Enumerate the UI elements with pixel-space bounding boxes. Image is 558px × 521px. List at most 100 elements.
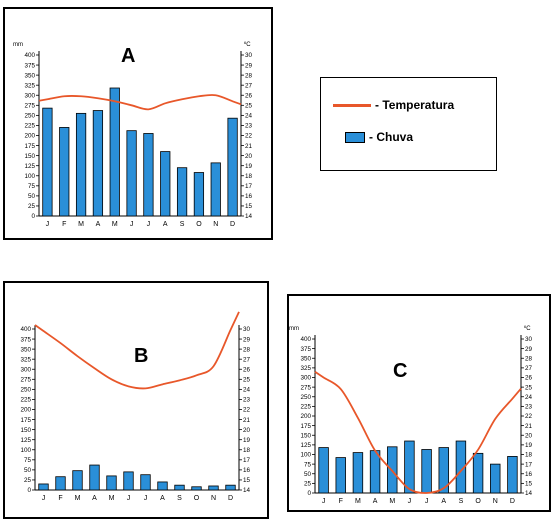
- chart-b-left-tick-label: 150: [20, 427, 31, 434]
- chart-c-left-tick-label: 175: [300, 423, 311, 430]
- chart-c-rain-bar: [455, 440, 467, 494]
- chart-c-left-tick-label: 400: [300, 336, 311, 343]
- chart-c-right-tick-label: 14: [525, 490, 533, 497]
- chart-a-right-tick-label: 30: [245, 52, 253, 59]
- chart-b-left-tick-label: 25: [24, 477, 32, 484]
- chart-b-month-label: N: [211, 495, 216, 502]
- chart-b-rain-bar: [174, 484, 185, 491]
- chart-c-rain-bar: [318, 447, 329, 494]
- chart-b-month-label: J: [127, 495, 131, 502]
- chart-b-month-label: M: [75, 495, 81, 502]
- chart-c-temperature-line: [314, 370, 522, 494]
- chart-b-rain-bar: [191, 486, 202, 491]
- chart-b-left-tick-label: 100: [20, 447, 31, 454]
- chart-c-right-tick-label: 26: [525, 375, 533, 382]
- chart-c-month-label: D: [510, 498, 515, 505]
- chart-b-temperature-line: [34, 311, 240, 390]
- chart-b-right-tick-label: 15: [243, 477, 251, 484]
- chart-c-left-tick-label: 0: [307, 490, 311, 497]
- legend-temperature-label: - Temperatura: [375, 98, 455, 112]
- chart-b-month-label: F: [58, 495, 62, 502]
- chart-a-rain-bar: [143, 133, 154, 217]
- chart-b-left-tick-label: 250: [20, 387, 31, 394]
- chart-a-right-tick-label: 22: [245, 133, 253, 140]
- chart-c-left-tick-label: 200: [300, 413, 311, 420]
- chart-c-right-tick-label: 25: [525, 384, 533, 391]
- chart-c-month-label: J: [408, 498, 412, 505]
- chart-b-right-tick-label: 20: [243, 427, 251, 434]
- chart-a-right-tick-label: 27: [245, 82, 253, 89]
- chart-a-right-tick-label: 16: [245, 193, 253, 200]
- chart-c-rain-bar: [438, 447, 449, 494]
- chart-c-right-tick-label: 28: [525, 355, 533, 362]
- chart-c-month-label: A: [373, 498, 378, 505]
- chart-b-rain-bar: [55, 476, 66, 491]
- chart-a-month-label: D: [230, 221, 235, 228]
- chart-a-right-unit: ºC: [244, 41, 251, 48]
- chart-a-rain-bar: [227, 117, 238, 217]
- chart-b-right-tick-label: 28: [243, 346, 251, 353]
- chart-b-month-label: D: [228, 495, 233, 502]
- chart-a-right-tick-label: 17: [245, 183, 253, 190]
- chart-a-rain-bar: [109, 87, 120, 217]
- climate-chart-a: mm ºC 0 25 50 75 100 125 150 175 200 225 250 275 300 32…: [3, 7, 273, 240]
- chart-a-right-tick-label: 29: [245, 62, 253, 69]
- rain-bar-swatch: [345, 131, 365, 143]
- chart-c-left-unit: mm: [289, 326, 299, 332]
- chart-a-month-label: N: [213, 221, 218, 228]
- chart-c-right-tick-label: 22: [525, 413, 533, 420]
- chart-b-left-tick-label: 275: [20, 377, 31, 384]
- chart-a-right-tick-label: 26: [245, 92, 253, 99]
- chart-a-temperature-line: [38, 94, 242, 111]
- chart-b-left-tick-label: 300: [20, 366, 31, 373]
- chart-c-rain-bar: [421, 449, 432, 494]
- chart-a-left-tick-label: 375: [24, 62, 35, 69]
- climate-chart-c: mm ºC 0 25 50 75 100 125 150 175 200 225 250 275 300 32…: [287, 294, 551, 512]
- chart-b-rain-bar: [225, 484, 236, 491]
- chart-b-rain-bar: [157, 481, 168, 491]
- chart-b-right-tick-label: 18: [243, 447, 251, 454]
- chart-c-month-label: N: [493, 498, 498, 505]
- chart-a-right-tick-label: 18: [245, 173, 253, 180]
- chart-c-month-label: M: [355, 498, 361, 505]
- chart-c-rain-bar: [369, 450, 381, 494]
- chart-c-month-label: A: [441, 498, 446, 505]
- chart-a-letter: A: [121, 45, 136, 67]
- chart-b-svg: 0 25 50 75 100 125 150 175 200 225 250 275 300 325 350…: [20, 311, 251, 502]
- chart-b-rain-bar: [72, 470, 83, 491]
- legend-rain-label: - Chuva: [369, 130, 414, 144]
- chart-c-svg: mm ºC 0 25 50 75 100 125 150 175 200 225 250 275 300 32…: [289, 325, 533, 505]
- chart-a-rain-bar: [160, 151, 171, 217]
- chart-a-month-label: A: [163, 221, 168, 228]
- chart-a-rain-bar: [193, 172, 205, 217]
- chart-a-rain-bar: [210, 162, 221, 217]
- chart-a-month-label: M: [112, 221, 118, 228]
- chart-c-right-tick-label: 15: [525, 481, 533, 488]
- chart-c-letter: C: [393, 360, 408, 382]
- chart-c-rain-bar: [335, 457, 346, 494]
- chart-b-rain-bar: [140, 474, 151, 491]
- chart-c-month-label: F: [339, 498, 343, 505]
- chart-b-right-tick-label: 19: [243, 437, 251, 444]
- chart-b-left-tick-label: 375: [20, 336, 31, 343]
- chart-a-month-label: J: [147, 221, 151, 228]
- chart-c-rain-bar: [352, 452, 364, 494]
- chart-c-left-tick-label: 375: [300, 346, 311, 353]
- chart-b-right-tick-label: 29: [243, 336, 251, 343]
- chart-b-left-tick-label: 225: [20, 397, 31, 404]
- chart-c-month-label: O: [475, 498, 481, 505]
- chart-c-right-tick-label: 21: [525, 423, 533, 430]
- chart-b-right-tick-label: 22: [243, 407, 251, 414]
- chart-a-left-tick-label: 350: [24, 72, 35, 79]
- chart-a-left-tick-label: 325: [24, 82, 35, 89]
- chart-a-left-tick-label: 200: [24, 133, 35, 140]
- chart-b-rain-bar: [208, 485, 219, 491]
- chart-a-rain-bar: [75, 112, 87, 217]
- chart-a-rain-bar: [92, 110, 104, 217]
- chart-c-month-label: M: [389, 498, 395, 505]
- chart-c-rain-bar: [507, 456, 518, 494]
- chart-b-rain-bar: [123, 471, 134, 491]
- chart-c-right-tick-label: 19: [525, 442, 533, 449]
- chart-c-month-label: S: [459, 498, 464, 505]
- chart-b-month-label: A: [160, 495, 165, 502]
